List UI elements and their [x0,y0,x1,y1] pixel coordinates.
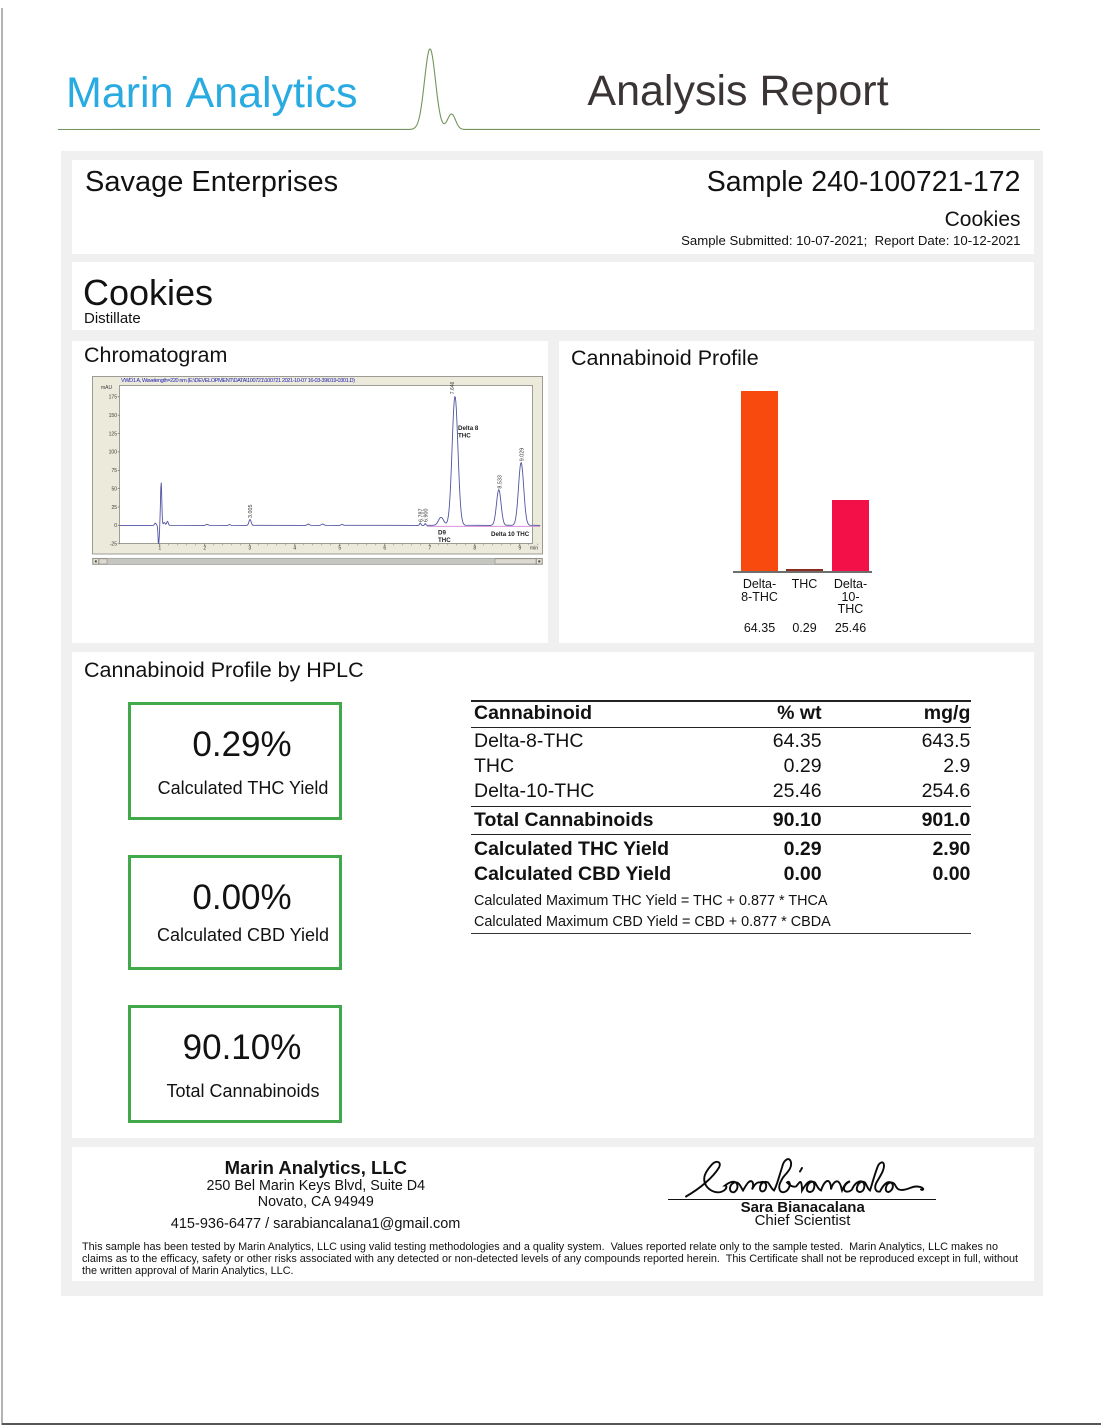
svg-text:4: 4 [293,545,296,551]
svg-text:8.533: 8.533 [498,475,504,489]
svg-text:THC: THC [458,433,471,440]
svg-text:THC: THC [438,537,451,544]
svg-text:1: 1 [158,545,161,551]
svg-text:-25: -25 [110,542,117,548]
svg-text:8: 8 [473,545,476,551]
svg-text:9: 9 [518,545,521,551]
svg-text:50: 50 [111,487,117,493]
svg-text:Delta 8: Delta 8 [458,425,479,432]
svg-text:mAU: mAU [101,385,113,391]
svg-text:2: 2 [203,545,206,551]
svg-text:75: 75 [111,468,117,474]
svg-text:7.646: 7.646 [450,381,456,394]
svg-text:3: 3 [248,545,251,551]
svg-text:6.787: 6.787 [419,509,425,523]
svg-text:3.005: 3.005 [248,505,254,519]
svg-text:175: 175 [109,395,118,401]
svg-text:Delta 10 THC: Delta 10 THC [491,531,530,538]
svg-text:150: 150 [109,413,118,419]
svg-text:5: 5 [338,545,341,551]
svg-text:100: 100 [109,450,118,456]
svg-text:VWD1 A, Wavelength=220 nm (E:\: VWD1 A, Wavelength=220 nm (E:\DEVELOPMEN… [121,378,355,384]
svg-text:125: 125 [109,431,118,437]
svg-text:9.029: 9.029 [520,448,526,462]
svg-text:25: 25 [111,505,117,511]
svg-text:min: min [530,545,538,551]
svg-text:D9: D9 [438,530,446,537]
svg-text:6.900: 6.900 [424,509,430,523]
svg-text:0: 0 [114,523,117,529]
svg-text:6: 6 [383,545,386,551]
svg-text:7: 7 [428,545,431,551]
